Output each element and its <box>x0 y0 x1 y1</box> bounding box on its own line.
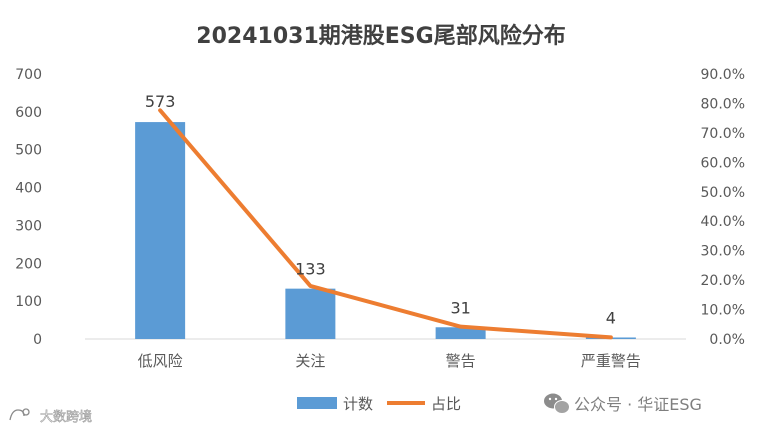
watermark-right-text: 公众号 · 华证ESG <box>574 395 702 414</box>
bar <box>285 289 335 339</box>
right-tick-label: 10.0% <box>701 303 745 319</box>
right-tick-label: 70.0% <box>701 126 745 142</box>
x-tick-label: 低风险 <box>138 352 183 370</box>
watermark-logo-icon <box>10 409 29 420</box>
data-label: 4 <box>606 308 616 327</box>
right-tick-label: 80.0% <box>701 96 745 112</box>
right-tick-label: 20.0% <box>701 273 745 289</box>
x-tick-label: 关注 <box>295 352 325 370</box>
watermark-right: 公众号 · 华证ESG <box>544 394 702 415</box>
data-label: 573 <box>145 92 176 111</box>
x-tick-label: 警告 <box>446 352 476 370</box>
right-axis-ticks: 0.0% 10.0% 20.0% 30.0% 40.0% 50.0% 60.0% 70.0% 8… <box>701 67 745 348</box>
left-tick-label: 0 <box>33 332 42 348</box>
data-labels: 573 133 31 4 <box>145 92 616 327</box>
right-tick-label: 0.0% <box>709 332 745 348</box>
watermark-left-text: 大数跨境 <box>40 410 92 425</box>
right-tick-label: 50.0% <box>701 185 745 201</box>
left-tick-label: 100 <box>15 294 42 310</box>
left-tick-label: 400 <box>15 181 42 197</box>
right-tick-label: 60.0% <box>701 155 745 171</box>
legend: 计数 占比 <box>297 395 461 413</box>
chart-title: 20241031期港股ESG尾部风险分布 <box>196 23 565 49</box>
right-tick-label: 90.0% <box>701 67 745 83</box>
bar <box>135 122 185 339</box>
legend-label-line: 占比 <box>431 395 461 413</box>
x-axis-labels: 低风险 关注 警告 严重警告 <box>138 352 641 370</box>
left-tick-label: 300 <box>15 218 42 234</box>
watermark-left: 大数跨境 <box>10 409 92 425</box>
wechat-icon <box>544 394 570 414</box>
right-tick-label: 40.0% <box>701 214 745 230</box>
right-tick-label: 30.0% <box>701 244 745 260</box>
left-tick-label: 700 <box>15 67 42 83</box>
left-tick-label: 600 <box>15 105 42 121</box>
line-series <box>160 110 611 337</box>
legend-swatch-bar <box>297 397 337 409</box>
left-tick-label: 500 <box>15 143 42 159</box>
data-label: 31 <box>450 298 470 317</box>
x-tick-label: 严重警告 <box>581 352 641 370</box>
legend-label-bar: 计数 <box>343 395 373 413</box>
data-label: 133 <box>295 260 326 279</box>
left-tick-label: 200 <box>15 256 42 272</box>
line-path <box>160 110 611 337</box>
left-axis-ticks: 0 100 200 300 400 500 600 700 <box>15 67 42 348</box>
